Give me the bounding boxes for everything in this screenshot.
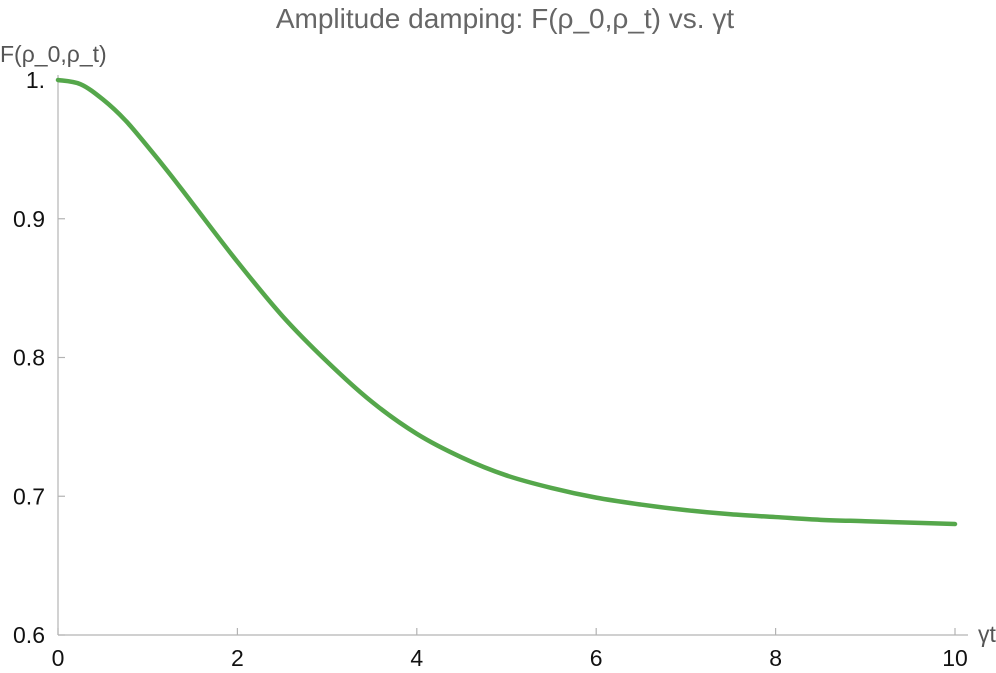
y-ticks: 0.6 0.7 0.8 0.9 1.	[13, 67, 65, 648]
x-tick-label: 2	[231, 645, 244, 671]
y-tick-label: 0.7	[13, 483, 45, 509]
y-tick-label: 1.	[26, 67, 45, 93]
y-tick-label: 0.9	[13, 206, 45, 232]
x-tick-label: 6	[590, 645, 603, 671]
x-tick-label: 4	[410, 645, 423, 671]
x-tick-label: 0	[52, 645, 65, 671]
x-ticks: 0 2 4 6 8 10	[52, 628, 968, 671]
y-tick-label: 0.8	[13, 345, 45, 371]
x-tick-label: 10	[942, 645, 968, 671]
series-line	[55, 77, 958, 527]
chart-title: Amplitude damping: F(ρ_0,ρ_t) vs. γt	[276, 3, 734, 34]
y-axis-label: F(ρ_0,ρ_t)	[0, 41, 107, 67]
x-tick-label: 8	[769, 645, 782, 671]
y-tick-label: 0.6	[13, 622, 45, 648]
x-axis-label: γt	[978, 621, 996, 647]
